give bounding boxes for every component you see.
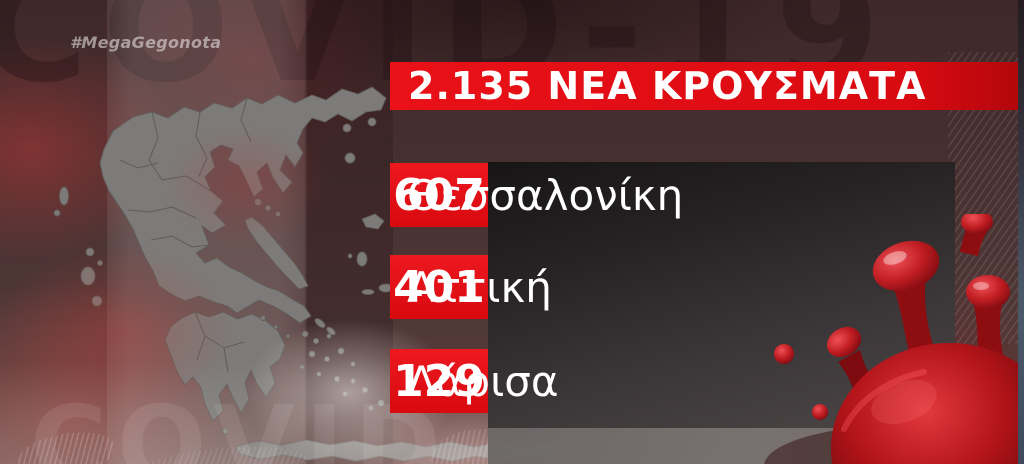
screen-edge-strip	[1018, 0, 1024, 464]
coronavirus-illustration	[764, 214, 1024, 464]
virus-spike-ball	[774, 344, 794, 364]
case-row: 401 Αττική	[390, 255, 990, 319]
virus-spike-ball	[812, 404, 828, 420]
case-count-badge: 401	[390, 255, 488, 319]
case-row: 129 Λάρισα	[390, 349, 990, 413]
case-count-badge: 129	[390, 349, 488, 413]
covid-watermark-bottom: COVID	[30, 384, 451, 464]
virus-spike	[960, 214, 993, 256]
total-cases-banner: 2.135 ΝΕΑ ΚΡΟΥΣΜΑΤΑ	[390, 62, 1024, 110]
case-region-label: Αττική	[407, 262, 552, 312]
case-row: 607 Θεσσαλονίκη	[390, 163, 990, 227]
case-region-label: Λάρισα	[407, 356, 559, 406]
case-count-badge: 607	[390, 163, 488, 227]
case-region-label: Θεσσαλονίκη	[407, 170, 684, 220]
show-hashtag: #MegaGegonota	[70, 33, 222, 52]
